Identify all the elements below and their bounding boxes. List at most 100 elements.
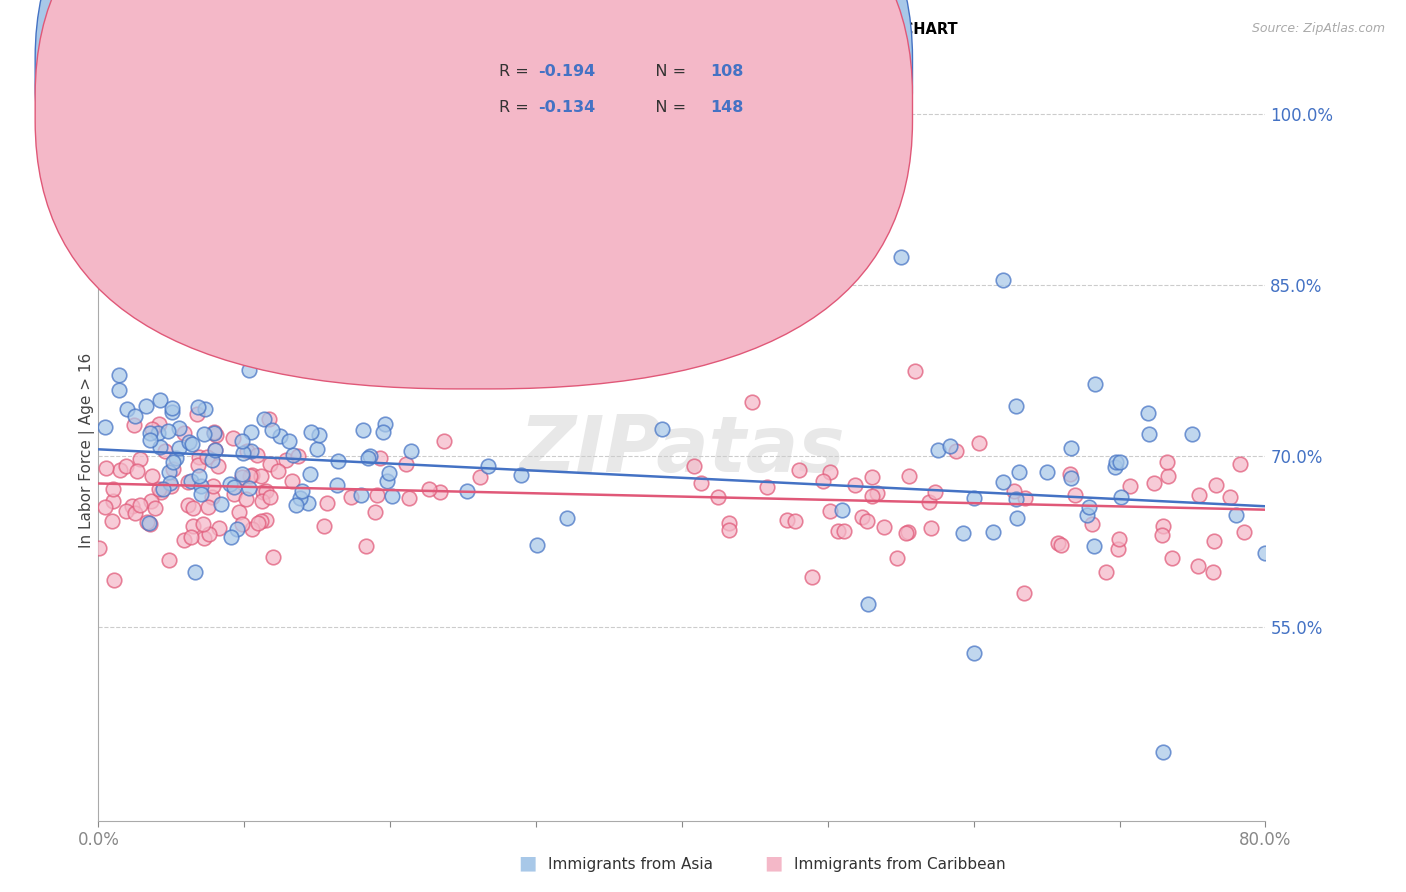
- Point: [509, 468, 531, 483]
- Point: [787, 462, 810, 476]
- Point: [1008, 465, 1031, 479]
- Point: [1059, 467, 1081, 482]
- Point: [872, 520, 894, 534]
- Point: [149, 485, 172, 500]
- Point: [190, 478, 212, 492]
- Point: [477, 459, 499, 474]
- Point: [115, 459, 138, 474]
- Point: [773, 312, 796, 326]
- Point: [277, 434, 299, 449]
- Point: [152, 482, 174, 496]
- Point: [1063, 488, 1085, 502]
- Point: [299, 425, 322, 440]
- Point: [143, 501, 166, 516]
- Point: [252, 494, 274, 508]
- Point: [231, 517, 253, 532]
- Point: [124, 506, 146, 520]
- Point: [93, 420, 115, 434]
- Point: [245, 342, 267, 356]
- Point: [247, 516, 270, 531]
- Point: [297, 496, 319, 510]
- Point: [254, 513, 277, 527]
- Point: [952, 526, 974, 541]
- Point: [395, 457, 418, 471]
- Point: [1156, 455, 1178, 469]
- Point: [291, 483, 314, 498]
- Point: [259, 457, 281, 471]
- Point: [107, 368, 129, 383]
- Point: [1076, 508, 1098, 522]
- Point: [135, 399, 157, 413]
- Point: [254, 483, 277, 498]
- Point: [232, 446, 254, 460]
- Point: [371, 425, 394, 440]
- Point: [222, 487, 245, 501]
- Point: [897, 525, 920, 540]
- Text: ■: ■: [763, 854, 783, 872]
- Point: [160, 405, 183, 419]
- Text: -0.134: -0.134: [538, 101, 596, 115]
- Point: [856, 597, 879, 611]
- Point: [103, 573, 125, 587]
- Point: [1205, 478, 1227, 492]
- Point: [1229, 457, 1251, 471]
- Point: [149, 440, 172, 454]
- Point: [94, 500, 117, 514]
- Point: [1014, 491, 1036, 505]
- Point: [1188, 488, 1211, 502]
- Point: [969, 436, 991, 450]
- Point: [366, 488, 388, 502]
- Point: [377, 467, 399, 481]
- Point: [157, 424, 180, 438]
- Point: [298, 467, 321, 481]
- Point: [398, 491, 420, 505]
- Point: [1219, 490, 1241, 504]
- Point: [1005, 399, 1028, 413]
- Point: [1035, 466, 1057, 480]
- Point: [139, 516, 162, 531]
- Point: [1002, 484, 1025, 499]
- Point: [1078, 500, 1101, 514]
- Point: [180, 475, 202, 489]
- Point: [127, 464, 149, 478]
- Point: [433, 434, 456, 448]
- Point: [267, 464, 290, 478]
- Point: [274, 452, 297, 467]
- Point: [177, 475, 200, 490]
- Point: [187, 400, 209, 414]
- Point: [201, 453, 224, 467]
- Point: [139, 434, 162, 448]
- Point: [149, 392, 172, 407]
- Point: [1111, 490, 1133, 504]
- Point: [1137, 427, 1160, 442]
- Point: [470, 470, 492, 484]
- Text: Source: ZipAtlas.com: Source: ZipAtlas.com: [1251, 22, 1385, 36]
- Point: [204, 443, 226, 458]
- Point: [103, 493, 125, 508]
- Point: [1005, 491, 1028, 506]
- Point: [208, 521, 231, 535]
- Point: [183, 519, 205, 533]
- Point: [945, 443, 967, 458]
- Point: [1084, 376, 1107, 391]
- Point: [231, 434, 253, 448]
- Point: [689, 476, 711, 491]
- Point: [860, 489, 883, 503]
- Point: [896, 526, 918, 541]
- Point: [190, 486, 212, 500]
- Point: [240, 425, 263, 440]
- Point: [1161, 550, 1184, 565]
- Point: [1254, 546, 1277, 560]
- Point: [228, 505, 250, 519]
- Point: [352, 423, 374, 437]
- Point: [177, 498, 200, 512]
- Point: [207, 458, 229, 473]
- Point: [832, 524, 855, 538]
- Text: N =: N =: [640, 64, 690, 78]
- Point: [851, 510, 873, 524]
- Point: [1202, 565, 1225, 579]
- Text: ZIPatas: ZIPatas: [519, 412, 845, 489]
- Point: [115, 504, 138, 518]
- Point: [184, 565, 207, 579]
- Point: [138, 426, 160, 441]
